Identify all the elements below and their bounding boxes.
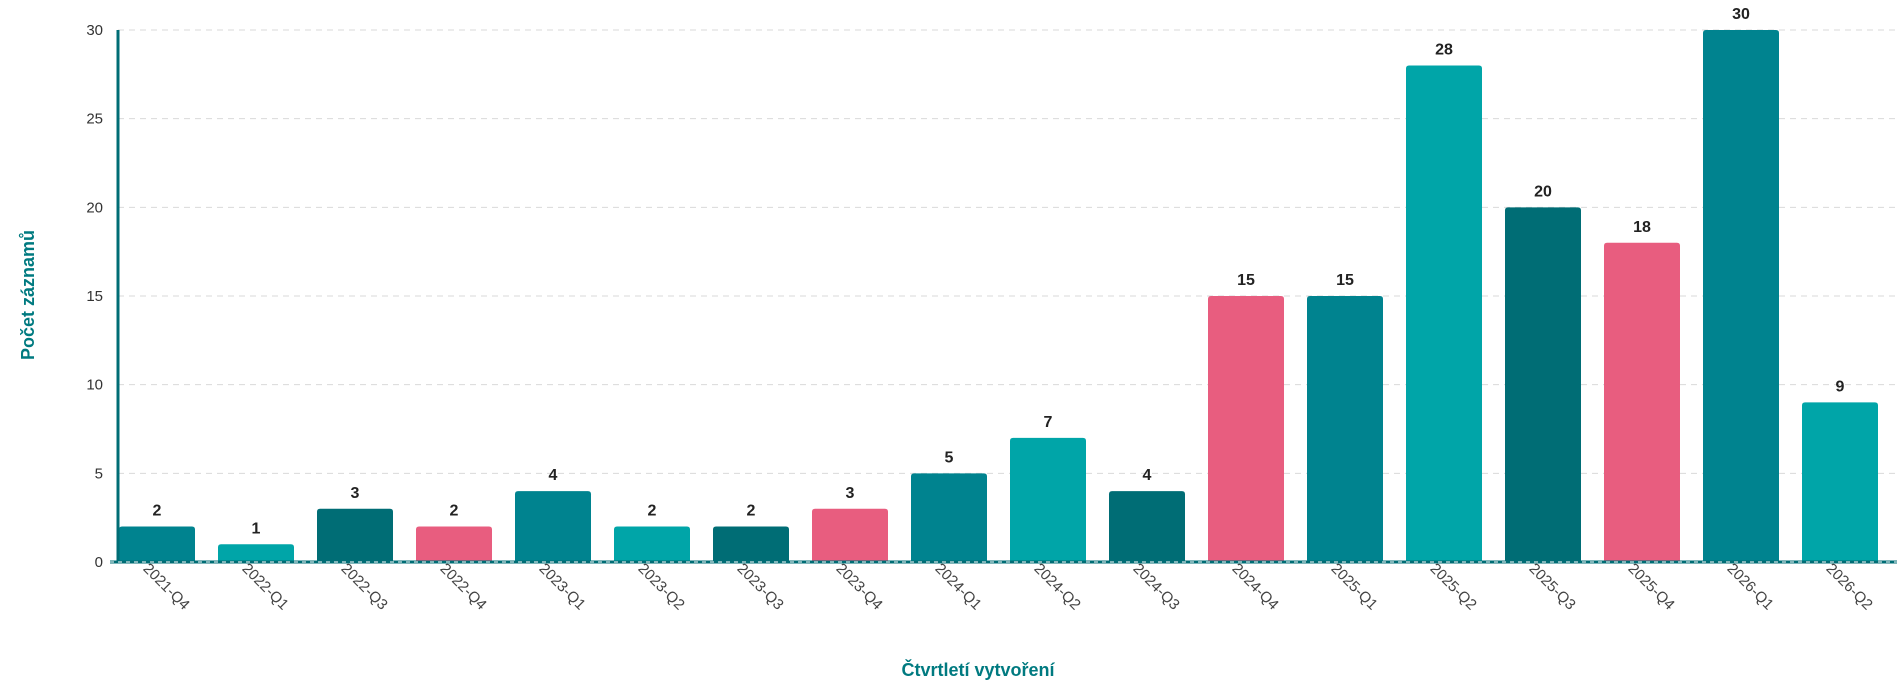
bar bbox=[317, 508, 393, 562]
bar bbox=[1307, 296, 1383, 562]
x-tick-label: 2025-Q2 bbox=[1427, 560, 1480, 613]
data-label: 2 bbox=[747, 503, 756, 520]
bar bbox=[1010, 437, 1086, 562]
x-tick-label: 2026-Q2 bbox=[1823, 560, 1876, 613]
x-tick-label: 2022-Q3 bbox=[338, 560, 391, 613]
data-label: 4 bbox=[549, 467, 558, 484]
x-tick-label: 2022-Q4 bbox=[437, 560, 490, 613]
data-label: 15 bbox=[1336, 272, 1354, 289]
data-label: 20 bbox=[1534, 183, 1552, 200]
bar bbox=[515, 491, 591, 562]
data-label: 30 bbox=[1732, 6, 1750, 23]
bar bbox=[1208, 296, 1284, 562]
data-label: 5 bbox=[945, 449, 954, 466]
x-tick-label: 2025-Q3 bbox=[1526, 560, 1579, 613]
bar bbox=[416, 526, 492, 562]
bar bbox=[911, 473, 987, 562]
x-tick-label: 2024-Q4 bbox=[1229, 560, 1282, 613]
bar bbox=[218, 544, 294, 562]
y-tick-label: 0 bbox=[95, 554, 103, 571]
x-tick-label: 2023-Q1 bbox=[536, 560, 589, 613]
data-label: 7 bbox=[1044, 414, 1053, 431]
bar bbox=[1109, 491, 1185, 562]
data-label: 4 bbox=[1143, 467, 1152, 484]
x-tick-label: 2022-Q1 bbox=[239, 560, 292, 613]
y-tick-label: 15 bbox=[86, 288, 103, 305]
x-tick-label: 2023-Q3 bbox=[734, 560, 787, 613]
x-tick-label: 2023-Q2 bbox=[635, 560, 688, 613]
x-tick-label: 2026-Q1 bbox=[1724, 560, 1777, 613]
bar bbox=[1604, 242, 1680, 563]
y-tick-label: 30 bbox=[86, 22, 103, 39]
x-tick-label: 2025-Q1 bbox=[1328, 560, 1381, 613]
y-tick-label: 5 bbox=[95, 465, 103, 482]
x-axis-title: Čtvrtletí vytvoření bbox=[901, 659, 1055, 680]
y-axis-title: Počet záznamů bbox=[18, 230, 38, 360]
y-tick-label: 10 bbox=[86, 377, 103, 394]
x-tick-label: 2025-Q4 bbox=[1625, 560, 1678, 613]
bar bbox=[1802, 402, 1878, 562]
data-label: 1 bbox=[252, 520, 261, 537]
bar bbox=[713, 526, 789, 562]
y-tick-label: 20 bbox=[86, 199, 103, 216]
bar bbox=[614, 526, 690, 562]
data-label: 2 bbox=[153, 503, 162, 520]
data-label: 2 bbox=[648, 503, 657, 520]
data-label: 15 bbox=[1237, 272, 1255, 289]
axes bbox=[110, 30, 1897, 564]
data-label: 28 bbox=[1435, 41, 1453, 58]
data-label: 18 bbox=[1633, 219, 1651, 236]
bar bbox=[1703, 30, 1779, 562]
x-tick-label: 2024-Q1 bbox=[932, 560, 985, 613]
x-tick-label: 2024-Q2 bbox=[1031, 560, 1084, 613]
x-tick-label: 2023-Q4 bbox=[833, 560, 886, 613]
bar bbox=[119, 526, 195, 562]
data-label: 3 bbox=[351, 485, 360, 502]
x-tick-label: 2021-Q4 bbox=[140, 560, 193, 613]
bar bbox=[1505, 207, 1581, 563]
x-tick-label: 2024-Q3 bbox=[1130, 560, 1183, 613]
data-label: 9 bbox=[1836, 378, 1845, 395]
data-label: 2 bbox=[450, 503, 459, 520]
data-label: 3 bbox=[846, 485, 855, 502]
y-tick-label: 25 bbox=[86, 111, 103, 128]
bars bbox=[119, 30, 1878, 563]
bar bbox=[812, 508, 888, 562]
bar bbox=[1406, 65, 1482, 562]
